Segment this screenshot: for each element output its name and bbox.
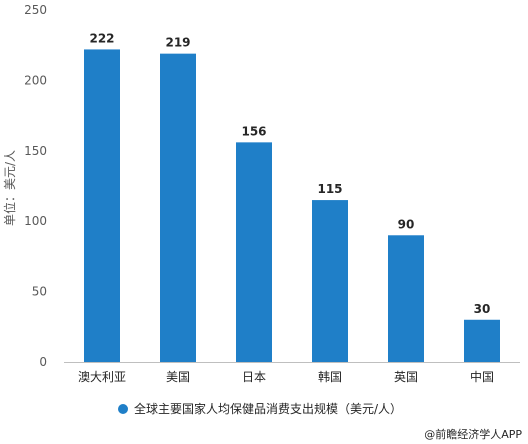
data-label: 115	[317, 182, 342, 196]
data-label: 222	[89, 31, 114, 45]
y-tick-label: 0	[39, 355, 47, 369]
legend-marker	[118, 404, 128, 414]
category-label: 英国	[394, 370, 418, 384]
y-axis-ticks: 0 50 100 150 200 250	[24, 3, 47, 369]
bar	[84, 49, 120, 362]
data-label: 30	[474, 302, 491, 316]
legend-label: 全球主要国家人均保健品消费支出规模（美元/人）	[134, 401, 402, 416]
y-tick-label: 200	[24, 73, 47, 87]
bar	[160, 53, 196, 362]
category-label: 日本	[242, 370, 266, 384]
bars	[84, 49, 500, 362]
category-label: 韩国	[318, 369, 342, 384]
y-tick-label: 150	[24, 144, 47, 158]
category-label: 澳大利亚	[78, 370, 126, 384]
bar	[312, 200, 348, 362]
category-label: 中国	[470, 369, 494, 384]
y-tick-label: 100	[24, 214, 47, 228]
bar	[464, 319, 500, 362]
category-label: 美国	[166, 370, 190, 384]
y-tick-label: 250	[24, 3, 47, 17]
y-axis-label: 单位：美元/人	[2, 150, 17, 226]
category-labels: 澳大利亚 美国 日本 韩国 英国 中国	[78, 369, 494, 384]
bar	[236, 142, 272, 362]
legend: 全球主要国家人均保健品消费支出规模（美元/人）	[118, 401, 402, 416]
source-credit: @前瞻经济学人APP	[424, 427, 522, 441]
bar	[388, 235, 424, 362]
y-tick-label: 50	[32, 285, 47, 299]
data-label: 90	[398, 217, 415, 231]
data-label: 156	[241, 124, 266, 138]
data-label: 219	[165, 36, 190, 50]
data-labels: 222 219 156 115 90 30	[89, 31, 490, 315]
